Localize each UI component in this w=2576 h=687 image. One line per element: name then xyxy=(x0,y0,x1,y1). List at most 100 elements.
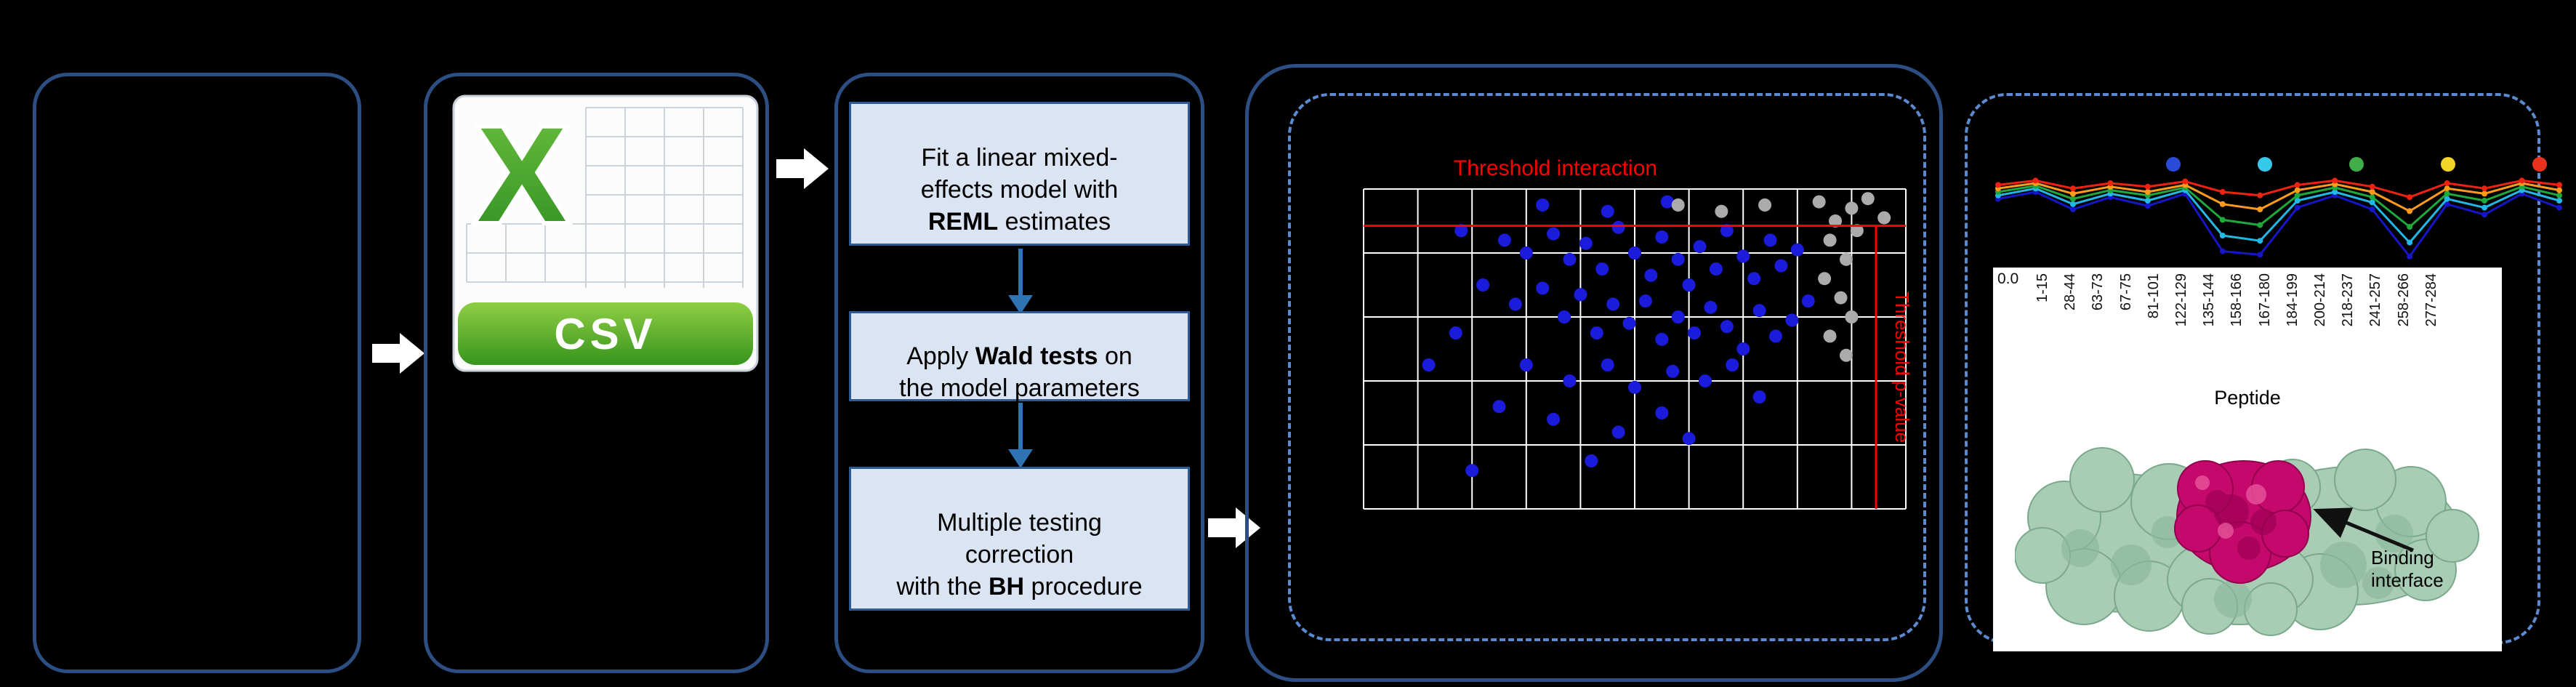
volcano-point-significant xyxy=(1655,230,1669,244)
uptake-marker-red xyxy=(2519,177,2525,184)
arrow-shaft xyxy=(372,344,400,363)
uptake-marker-blue xyxy=(2369,206,2375,212)
uptake-marker-green xyxy=(2369,194,2375,201)
uptake-marker-blue xyxy=(2144,203,2151,209)
uptake-line-chart xyxy=(1995,177,2562,260)
volcano-point-significant xyxy=(1536,281,1550,295)
uptake-marker-cyan xyxy=(2332,189,2338,195)
volcano-point-nonsignificant xyxy=(1812,195,1826,209)
step-text-bold: REML xyxy=(927,208,999,236)
volcano-point-significant xyxy=(1547,412,1561,426)
uptake-marker-blue xyxy=(2069,206,2076,212)
flow-arrow-icon xyxy=(776,148,829,189)
volcano-point-significant xyxy=(1660,195,1674,209)
uptake-line-blue xyxy=(1997,190,2560,258)
step-text-bold: Wald tests xyxy=(975,342,1098,370)
file-page xyxy=(452,95,759,372)
volcano-point-nonsignificant xyxy=(1823,329,1837,343)
uptake-marker-cyan xyxy=(2294,198,2301,204)
volcano-point-significant xyxy=(1574,288,1587,302)
peptide-axis-title: Peptide xyxy=(2214,387,2281,409)
step-wald-tests: Apply Wald tests on the model parameters xyxy=(849,311,1190,402)
uptake-marker-orange xyxy=(2482,190,2488,197)
step-text: Fit a linear mixed- effects model with R… xyxy=(921,110,1119,238)
csv-panel xyxy=(424,73,769,673)
uptake-marker-cyan xyxy=(2219,233,2226,238)
uptake-marker-red xyxy=(2369,183,2375,190)
volcano-point-significant xyxy=(1682,432,1696,446)
peptide-tick-label: 135-144 xyxy=(2201,273,2218,327)
volcano-point-significant xyxy=(1704,300,1718,314)
step-text-post: procedure xyxy=(1024,573,1143,601)
volcano-point-nonsignificant xyxy=(1839,348,1853,362)
uptake-marker-cyan xyxy=(2444,196,2450,202)
uptake-marker-cyan xyxy=(2556,198,2562,204)
volcano-point-significant xyxy=(1638,294,1652,308)
volcano-point-significant xyxy=(1519,246,1533,260)
step-fit-model: Fit a linear mixed- effects model with R… xyxy=(849,102,1190,246)
volcano-point-significant xyxy=(1720,320,1734,334)
uptake-line-orange xyxy=(1997,182,2560,212)
volcano-point-significant xyxy=(1579,236,1593,250)
volcano-point-significant xyxy=(1536,198,1550,212)
volcano-point-significant xyxy=(1606,297,1620,311)
annotation-arrow-icon xyxy=(2313,507,2414,553)
binding-region-highlight xyxy=(2195,475,2266,539)
volcano-point-significant xyxy=(1671,310,1685,324)
peptide-tick-label: 167-180 xyxy=(2256,273,2273,327)
step-text-pre: Fit a linear mixed- effects model with xyxy=(920,143,1119,204)
uptake-marker-cyan xyxy=(2407,239,2413,246)
uptake-marker-orange xyxy=(2069,190,2076,197)
peptide-tick-label: 1-15 xyxy=(2034,273,2050,303)
volcano-point-significant xyxy=(1563,252,1577,266)
flow-arrow-icon xyxy=(372,333,424,374)
volcano-panel xyxy=(1245,64,1943,682)
volcano-point-significant xyxy=(1585,454,1598,467)
peptide-tick-label: 63-73 xyxy=(2090,273,2106,311)
arrow-head xyxy=(804,148,829,189)
volcano-point-significant xyxy=(1519,358,1533,371)
volcano-point-significant xyxy=(1688,326,1702,340)
volcano-point-significant xyxy=(1671,252,1685,266)
uptake-marker-red xyxy=(2294,182,2301,188)
uptake-marker-red xyxy=(2219,189,2226,195)
uptake-marker-green xyxy=(2294,192,2301,198)
uptake-marker-blue xyxy=(2482,212,2488,218)
volcano-point-significant xyxy=(1763,233,1777,247)
uptake-marker-orange xyxy=(2556,187,2562,193)
uptake-marker-red xyxy=(1995,182,2001,188)
volcano-point-significant xyxy=(1736,342,1750,355)
peptide-tick-label: 184-199 xyxy=(2284,273,2301,327)
peptide-tick-label: 200-214 xyxy=(2312,273,2329,327)
uptake-marker-green xyxy=(2407,224,2413,230)
volcano-point-significant xyxy=(1622,316,1636,330)
arrow-head xyxy=(1008,449,1033,468)
volcano-point-nonsignificant xyxy=(1850,224,1864,238)
uptake-marker-red xyxy=(2069,185,2076,192)
volcano-point-nonsignificant xyxy=(1829,214,1843,228)
volcano-point-significant xyxy=(1558,310,1571,324)
uptake-marker-orange xyxy=(2369,189,2375,195)
volcano-point-nonsignificant xyxy=(1715,204,1728,218)
volcano-point-significant xyxy=(1655,406,1669,419)
arrow-shaft xyxy=(1018,249,1023,295)
legend-dot-icon xyxy=(2349,157,2364,172)
csv-file-icon: X CSV xyxy=(452,95,759,372)
volcano-point-significant xyxy=(1698,374,1712,387)
volcano-point-significant xyxy=(1644,268,1658,282)
peptide-tick-label: 158-166 xyxy=(2229,273,2245,327)
uptake-marker-orange xyxy=(2144,189,2151,195)
step-text: Apply Wald tests on the model parameters xyxy=(899,308,1140,405)
uptake-marker-blue xyxy=(2257,252,2263,258)
uptake-line-green xyxy=(1997,185,2560,228)
uptake-marker-cyan xyxy=(2257,238,2263,244)
volcano-title: Threshold interaction xyxy=(1454,156,1657,180)
volcano-point-significant xyxy=(1611,220,1625,234)
peptide-tick-label: 258-266 xyxy=(2395,273,2412,327)
uptake-marker-blue xyxy=(2294,204,2301,211)
uptake-marker-blue xyxy=(2407,253,2413,260)
volcano-point-significant xyxy=(1601,204,1614,218)
uptake-marker-green xyxy=(2219,217,2226,223)
volcano-point-nonsignificant xyxy=(1877,211,1891,225)
